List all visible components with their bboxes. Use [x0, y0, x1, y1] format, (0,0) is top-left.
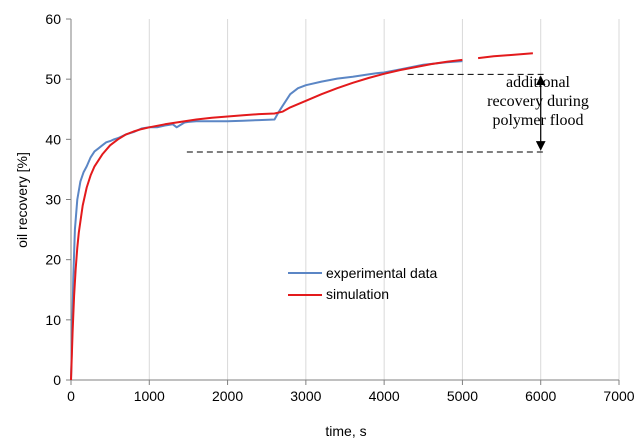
axes	[66, 18, 620, 385]
y-tick-label: 10	[45, 312, 61, 328]
reference-lines	[186, 73, 546, 153]
legend: experimental data simulation	[288, 265, 438, 302]
x-axis-title: time, s	[325, 423, 366, 439]
y-tick-label: 0	[53, 372, 61, 388]
annotation-line-1: additional	[506, 74, 571, 91]
x-tick-label: 6000	[525, 388, 556, 404]
y-tick-label: 60	[45, 11, 61, 27]
x-tick-label: 4000	[369, 388, 400, 404]
y-tick-label: 40	[45, 131, 61, 147]
x-tick-label: 0	[67, 388, 75, 404]
y-axis-title: oil recovery [%]	[14, 152, 30, 248]
tick-labels: 0 1000 2000 3000 4000 5000 6000 7000 0 10 20 30 40 50…	[45, 11, 634, 404]
y-tick-label: 30	[45, 192, 61, 208]
annotation: additional recovery during polymer flood	[487, 74, 589, 129]
y-tick-label: 50	[45, 71, 61, 87]
series-line-simulation-extension	[477, 52, 533, 60]
series-line-simulation	[70, 58, 463, 381]
x-tick-label: 1000	[134, 388, 165, 404]
x-tick-label: 3000	[290, 388, 321, 404]
series-line-experimental-data	[70, 60, 463, 381]
x-tick-label: 5000	[447, 388, 478, 404]
x-tick-label: 7000	[603, 388, 634, 404]
legend-label-simulation: simulation	[326, 286, 389, 302]
annotation-line-3: polymer flood	[492, 112, 583, 129]
legend-label-experimental: experimental data	[326, 265, 438, 281]
x-tick-label: 2000	[212, 388, 243, 404]
y-tick-label: 20	[45, 252, 61, 268]
annotation-line-2: recovery during	[487, 93, 589, 110]
series-layer	[70, 52, 533, 381]
